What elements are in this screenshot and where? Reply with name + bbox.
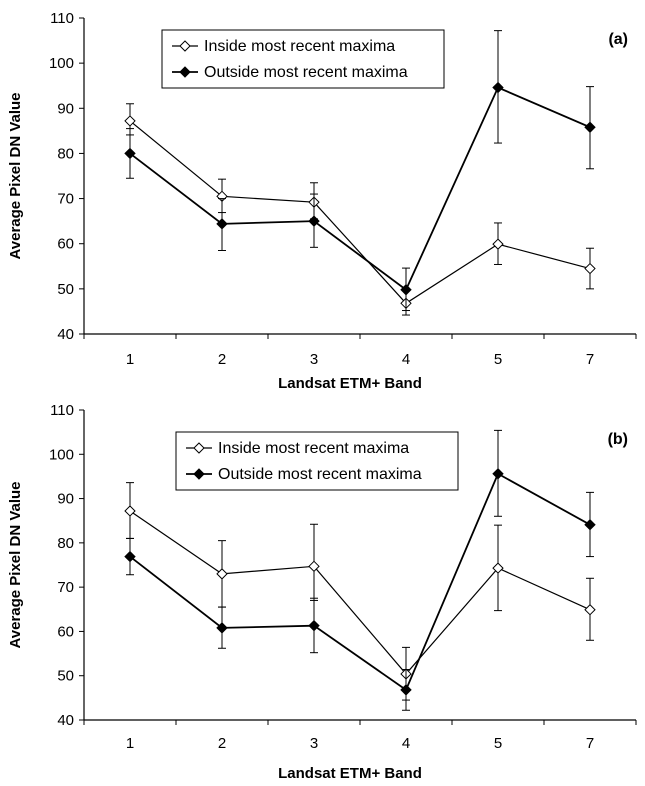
legend-entry: Outside most recent maxima [204, 64, 408, 81]
data-point [584, 121, 596, 133]
data-point [216, 568, 228, 580]
legend-marker [179, 40, 191, 52]
series-line [129, 120, 591, 305]
chart-panel-a: 40 50 60 70 80 90 100 110 1 2 3 4 5 7 Landsat ETM+ Ban… [7, 10, 637, 392]
x-tick-label: 3 [310, 351, 318, 368]
series-line [129, 472, 591, 692]
series-line [129, 86, 591, 292]
data-point [400, 684, 412, 696]
x-axis-title: Landsat ETM+ Band [278, 765, 422, 782]
x-tick-label: 7 [586, 351, 594, 368]
legend-box [161, 29, 445, 89]
panel-label: (a) [608, 31, 628, 48]
y-tick-label: 70 [57, 579, 74, 596]
legend: Inside most recent maxima Outside most re… [175, 431, 459, 491]
data-point [584, 604, 596, 616]
data-point [124, 505, 136, 517]
x-tick-label: 2 [218, 735, 226, 752]
y-tick-label: 50 [57, 668, 74, 685]
data-point [492, 468, 504, 480]
legend: Inside most recent maxima Outside most re… [161, 29, 445, 89]
y-tick-label: 100 [49, 446, 74, 463]
y-tick-label: 70 [57, 191, 74, 208]
y-tick-label: 90 [57, 491, 74, 508]
y-tick-label: 40 [57, 326, 74, 343]
y-axis-title: Average Pixel DN Value [7, 481, 24, 648]
y-tick-label: 90 [57, 100, 74, 117]
y-tick-label: 80 [57, 535, 74, 552]
panel-label: (b) [608, 431, 628, 448]
x-tick-label: 3 [310, 735, 318, 752]
x-tick-label: 5 [494, 351, 502, 368]
legend-marker [179, 66, 191, 78]
x-tick-label: 1 [126, 351, 134, 368]
data-point [584, 518, 596, 531]
data-point [584, 262, 596, 275]
data-point [492, 81, 504, 94]
legend-box [175, 431, 459, 491]
series-outside [124, 30, 596, 312]
y-tick-label: 80 [57, 145, 74, 162]
data-point [400, 284, 412, 296]
data-point [308, 560, 320, 573]
x-tick-label: 5 [494, 735, 502, 752]
data-point [492, 238, 504, 250]
y-tick-label: 110 [50, 402, 74, 419]
series-inside [124, 103, 596, 316]
data-point [308, 215, 320, 227]
y-axis-title: Average Pixel DN Value [7, 92, 24, 259]
x-tick-label: 2 [218, 351, 226, 368]
legend-entry: Outside most recent maxima [218, 466, 422, 483]
y-tick-label: 110 [50, 10, 74, 27]
chart-panel-b: 40 50 60 70 80 90 100 110 1 2 3 4 5 7 Landsat ETM+ Ban… [7, 402, 637, 782]
series-inside [124, 482, 596, 701]
data-point [124, 550, 136, 563]
series-outside [124, 429, 596, 711]
y-tick-label: 40 [57, 712, 74, 729]
data-point [124, 115, 136, 127]
x-axis-title: Landsat ETM+ Band [278, 375, 422, 392]
y-tick-label: 100 [49, 55, 74, 72]
x-tick-label: 4 [402, 351, 410, 368]
x-tick-label: 1 [126, 735, 134, 752]
legend-marker [193, 468, 205, 480]
data-point [124, 147, 136, 160]
legend-entry: Inside most recent maxima [204, 38, 395, 55]
y-tick-label: 50 [57, 281, 74, 298]
legend-entry: Inside most recent maxima [218, 440, 409, 457]
legend-marker [193, 442, 205, 454]
y-tick-label: 60 [57, 623, 74, 640]
data-point [308, 619, 320, 632]
data-point [216, 218, 228, 230]
y-tick-label: 60 [57, 236, 74, 253]
x-tick-label: 7 [586, 735, 594, 752]
data-point [216, 622, 228, 634]
x-tick-label: 4 [402, 735, 410, 752]
series-line [129, 510, 591, 675]
data-point [492, 562, 504, 574]
